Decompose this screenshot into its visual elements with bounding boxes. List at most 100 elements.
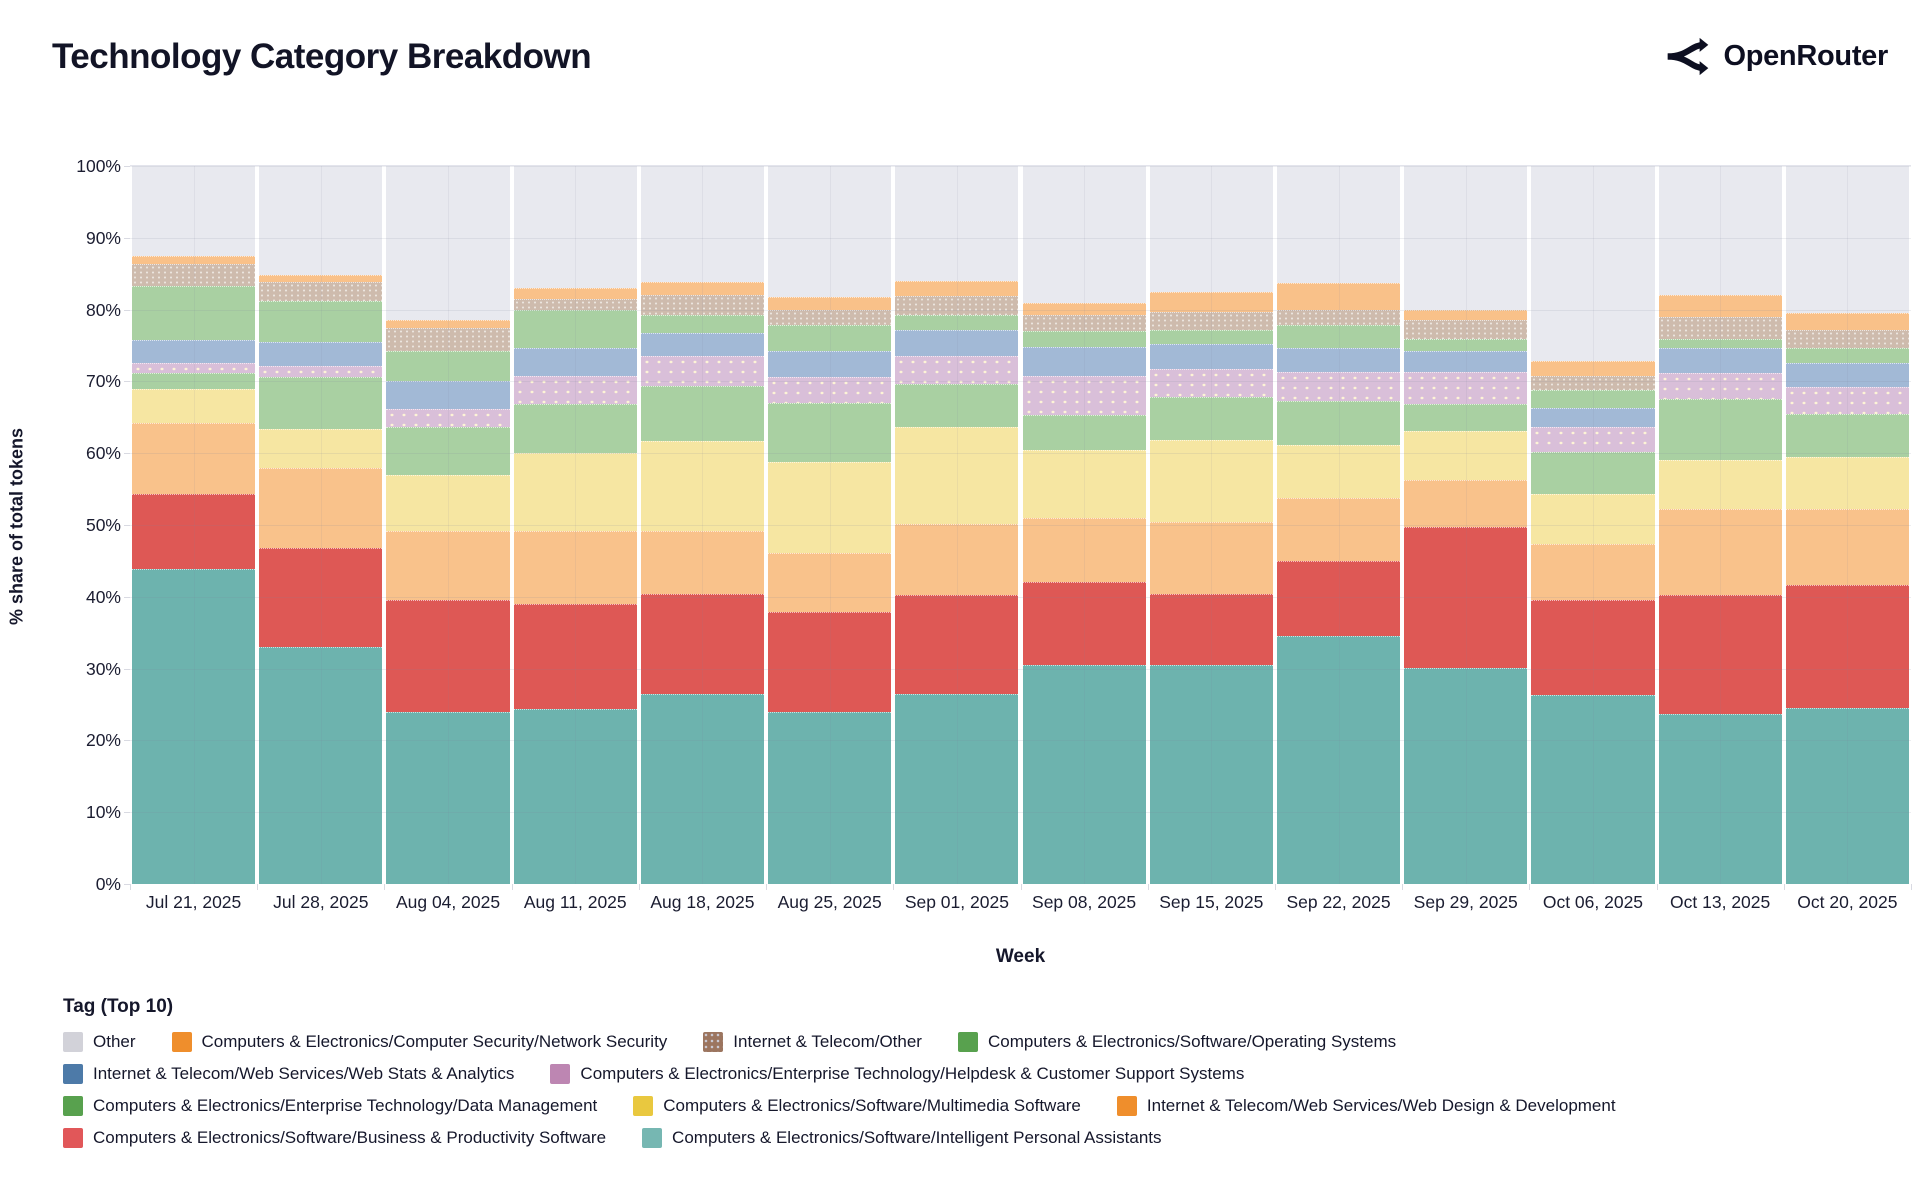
bar-segment-itother[interactable] xyxy=(386,327,510,352)
bar-segment-helpdesk[interactable] xyxy=(768,377,892,403)
bar-segment-bps[interactable] xyxy=(1785,584,1909,709)
bar-segment-ipa[interactable] xyxy=(1404,667,1528,884)
bar-segment-helpdesk[interactable] xyxy=(1531,427,1655,452)
bar-segment-ipa[interactable] xyxy=(640,693,765,884)
bar-segment-netsec[interactable] xyxy=(132,256,256,264)
legend-item-webdesign[interactable]: Internet & Telecom/Web Services/Web Desi… xyxy=(1116,1096,1616,1116)
bar-segment-multimedia[interactable] xyxy=(1785,456,1909,510)
bar-segment-webdesign[interactable] xyxy=(1404,479,1528,528)
bar-segment-ipa[interactable] xyxy=(1531,695,1655,884)
bar-segment-itother[interactable] xyxy=(1022,314,1146,332)
bar-segment-webstats[interactable] xyxy=(1404,351,1528,373)
bar-segment-datamgmt[interactable] xyxy=(768,402,892,462)
bar-segment-itother[interactable] xyxy=(513,298,637,310)
bar-segment-webstats[interactable] xyxy=(768,351,892,378)
bar-segment-other[interactable] xyxy=(259,166,383,276)
legend-item-os[interactable]: Computers & Electronics/Software/Operati… xyxy=(957,1032,1396,1052)
bar-segment-bps[interactable] xyxy=(1531,599,1655,696)
bar-segment-bps[interactable] xyxy=(386,600,510,712)
bar-segment-datamgmt[interactable] xyxy=(513,403,637,454)
bar-segment-bps[interactable] xyxy=(1276,560,1401,636)
bar-segment-bps[interactable] xyxy=(640,593,765,694)
bar-segment-helpdesk[interactable] xyxy=(259,365,383,378)
bar-segment-multimedia[interactable] xyxy=(513,453,637,531)
bar-segment-itother[interactable] xyxy=(1658,316,1782,340)
bar-segment-bps[interactable] xyxy=(895,595,1019,695)
bar-segment-os[interactable] xyxy=(895,314,1019,330)
bar-segment-other[interactable] xyxy=(1022,166,1146,304)
bar-segment-datamgmt[interactable] xyxy=(1404,403,1528,431)
bar-segment-webstats[interactable] xyxy=(132,340,256,363)
bar-segment-netsec[interactable] xyxy=(513,288,637,299)
bar-segment-other[interactable] xyxy=(386,166,510,320)
bar-segment-netsec[interactable] xyxy=(640,281,765,295)
bar-segment-itother[interactable] xyxy=(1276,310,1401,326)
bar-segment-itother[interactable] xyxy=(259,282,383,301)
bar-segment-bps[interactable] xyxy=(132,494,256,570)
bar-segment-webstats[interactable] xyxy=(513,347,637,376)
bar-segment-multimedia[interactable] xyxy=(640,440,765,531)
bar-segment-helpdesk[interactable] xyxy=(1276,372,1401,402)
bar-segment-os[interactable] xyxy=(259,300,383,342)
bar-segment-other[interactable] xyxy=(513,166,637,289)
bar-segment-webstats[interactable] xyxy=(640,333,765,356)
bar-segment-bps[interactable] xyxy=(1404,527,1528,668)
bar-segment-bps[interactable] xyxy=(1658,595,1782,714)
bar-segment-ipa[interactable] xyxy=(1022,664,1146,884)
bar-segment-helpdesk[interactable] xyxy=(513,375,637,404)
bar-segment-bps[interactable] xyxy=(1149,593,1273,665)
bar-segment-datamgmt[interactable] xyxy=(1785,413,1909,457)
bar-segment-multimedia[interactable] xyxy=(1149,439,1273,523)
bar-segment-netsec[interactable] xyxy=(1149,291,1273,313)
bar-segment-itother[interactable] xyxy=(1531,375,1655,390)
bar-segment-datamgmt[interactable] xyxy=(132,373,256,389)
bar-segment-other[interactable] xyxy=(1531,166,1655,362)
bar-segment-ipa[interactable] xyxy=(1785,708,1909,884)
bar-segment-helpdesk[interactable] xyxy=(895,356,1019,385)
bar-segment-itother[interactable] xyxy=(895,295,1019,315)
legend-item-other[interactable]: Other xyxy=(63,1032,136,1052)
bar-segment-os[interactable] xyxy=(1785,348,1909,363)
bar-segment-datamgmt[interactable] xyxy=(1022,415,1146,451)
bar-segment-webstats[interactable] xyxy=(1785,362,1909,388)
bar-segment-netsec[interactable] xyxy=(895,280,1019,296)
bar-segment-os[interactable] xyxy=(1276,325,1401,348)
bar-segment-multimedia[interactable] xyxy=(768,461,892,553)
bar-segment-os[interactable] xyxy=(132,285,256,341)
bar-segment-other[interactable] xyxy=(768,166,892,297)
bar-segment-multimedia[interactable] xyxy=(895,426,1019,524)
bar-segment-webstats[interactable] xyxy=(1658,348,1782,374)
legend-item-ipa[interactable]: Computers & Electronics/Software/Intelli… xyxy=(642,1128,1162,1148)
bar-segment-helpdesk[interactable] xyxy=(132,362,256,374)
bar-segment-multimedia[interactable] xyxy=(1022,450,1146,519)
bar-segment-other[interactable] xyxy=(1785,166,1909,314)
bar-segment-datamgmt[interactable] xyxy=(1276,401,1401,446)
bar-segment-netsec[interactable] xyxy=(1404,309,1528,320)
bar-segment-helpdesk[interactable] xyxy=(1785,387,1909,414)
bar-segment-multimedia[interactable] xyxy=(1531,494,1655,544)
bar-segment-helpdesk[interactable] xyxy=(386,408,510,428)
legend-item-netsec[interactable]: Computers & Electronics/Computer Securit… xyxy=(171,1032,667,1052)
bar-segment-itother[interactable] xyxy=(1149,312,1273,331)
legend-item-bps[interactable]: Computers & Electronics/Software/Busines… xyxy=(63,1128,606,1148)
bar-segment-bps[interactable] xyxy=(768,611,892,713)
bar-segment-os[interactable] xyxy=(1404,339,1528,352)
bar-segment-other[interactable] xyxy=(640,166,765,282)
bar-segment-multimedia[interactable] xyxy=(386,475,510,531)
bar-segment-ipa[interactable] xyxy=(259,646,383,884)
bar-segment-itother[interactable] xyxy=(640,294,765,316)
bar-segment-webdesign[interactable] xyxy=(1785,509,1909,585)
bar-segment-netsec[interactable] xyxy=(1658,294,1782,317)
bar-segment-other[interactable] xyxy=(1276,166,1401,284)
bar-segment-webdesign[interactable] xyxy=(386,530,510,601)
bar-segment-ipa[interactable] xyxy=(132,569,256,884)
bar-segment-helpdesk[interactable] xyxy=(640,355,765,386)
bar-segment-datamgmt[interactable] xyxy=(259,377,383,429)
bar-segment-helpdesk[interactable] xyxy=(1404,372,1528,404)
bar-segment-itother[interactable] xyxy=(1785,330,1909,349)
bar-segment-netsec[interactable] xyxy=(1531,361,1655,376)
bar-segment-ipa[interactable] xyxy=(386,711,510,884)
bar-segment-ipa[interactable] xyxy=(768,712,892,884)
bar-segment-datamgmt[interactable] xyxy=(1149,397,1273,440)
bar-segment-netsec[interactable] xyxy=(768,296,892,310)
